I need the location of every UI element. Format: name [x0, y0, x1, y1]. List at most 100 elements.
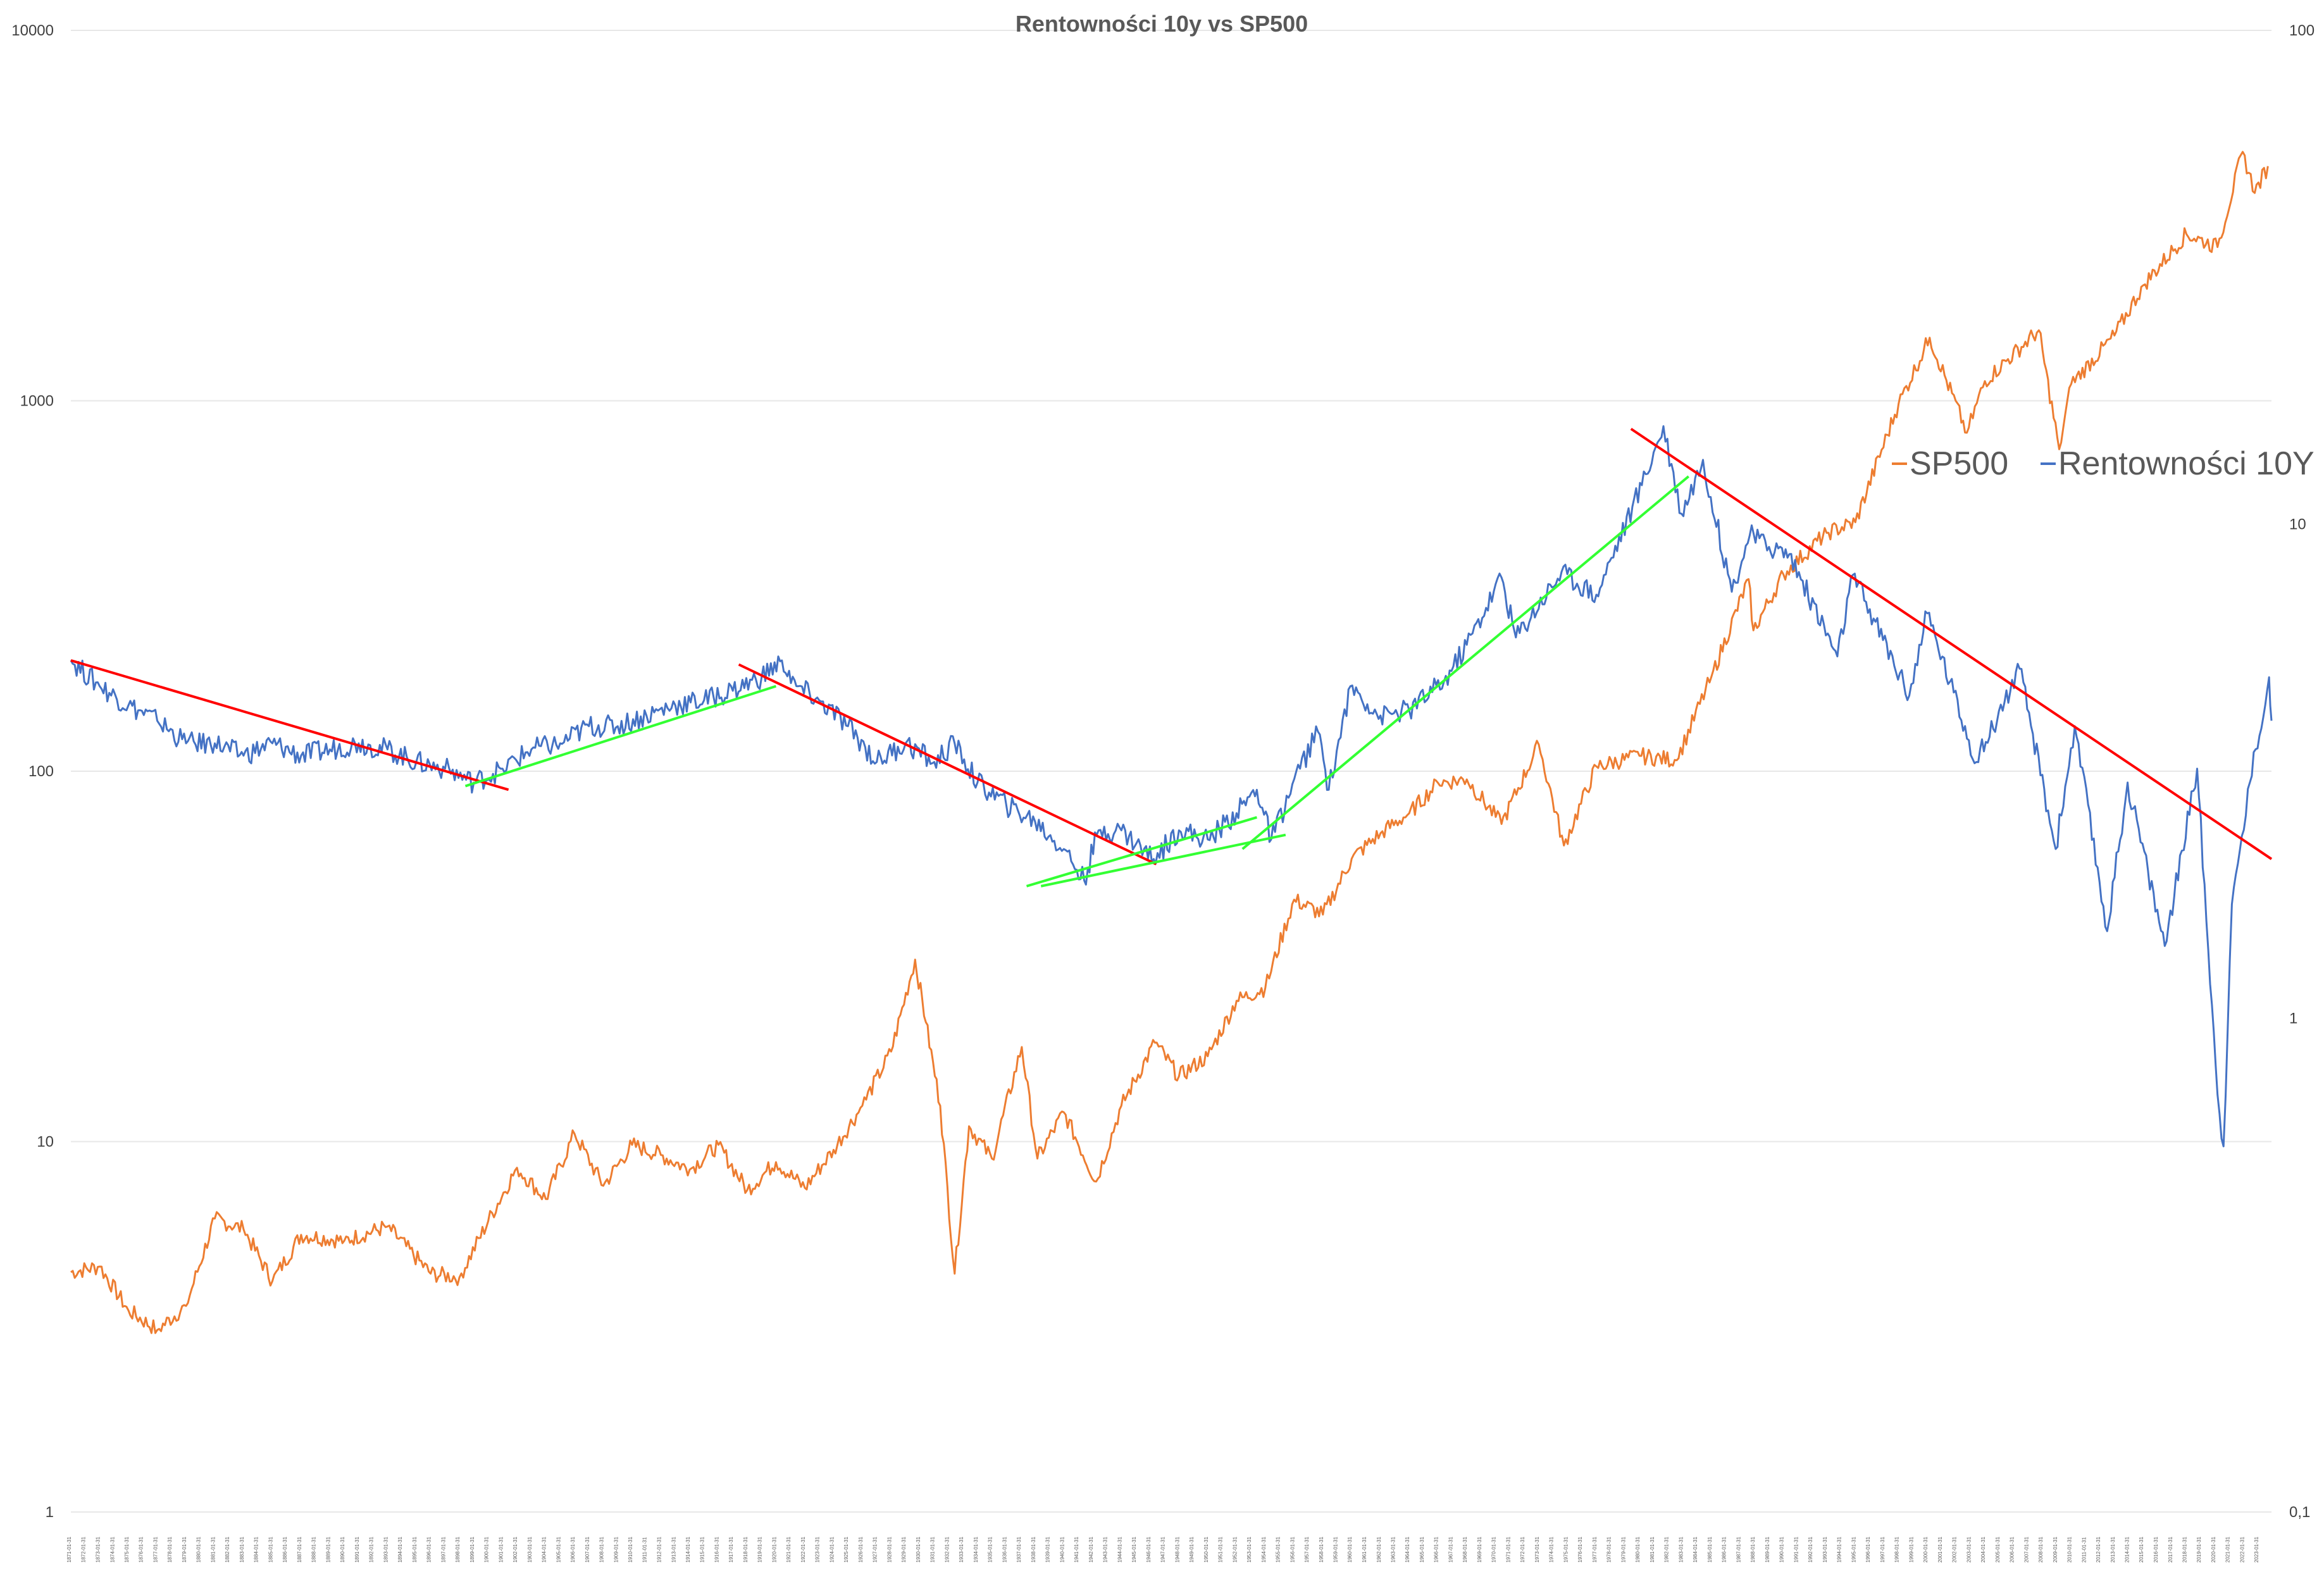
x-tick-label: 1896-01-31 — [426, 1537, 432, 1563]
x-tick-label: 1919-01-31 — [757, 1537, 763, 1563]
x-tick-label: 1963-01-31 — [1390, 1537, 1396, 1563]
x-tick-label: 1913-01-31 — [671, 1537, 676, 1563]
x-tick-label: 2007-01-31 — [2023, 1537, 2029, 1563]
x-tick-label: 1944-01-31 — [1117, 1537, 1122, 1563]
x-tick-label: 1897-01-31 — [440, 1537, 446, 1563]
x-tick-label: 1881-01-31 — [210, 1537, 216, 1563]
x-tick-label: 1910-01-31 — [628, 1537, 633, 1563]
x-tick-label: 1894-01-31 — [397, 1537, 403, 1563]
x-tick-label: 1990-01-31 — [1779, 1537, 1785, 1563]
x-tick-label: 1937-01-31 — [1016, 1537, 1022, 1563]
x-tick-label: 1953-01-31 — [1246, 1537, 1252, 1563]
x-tick-label: 1904-01-31 — [542, 1537, 547, 1563]
x-tick-label: 1915-01-31 — [700, 1537, 705, 1563]
x-tick-label: 1928-01-31 — [886, 1537, 892, 1563]
x-tick-label: 1961-01-31 — [1362, 1537, 1367, 1563]
trendline — [1630, 428, 2273, 860]
x-tick-label: 1955-01-31 — [1276, 1537, 1281, 1563]
x-tick-label: 1999-01-31 — [1908, 1537, 1914, 1563]
y-left-tick-label: 1000 — [20, 393, 54, 410]
x-tick-label: 1984-01-31 — [1693, 1537, 1698, 1563]
x-tick-label: 1936-01-31 — [1002, 1537, 1007, 1563]
x-tick-label: 1991-01-31 — [1793, 1537, 1799, 1563]
x-tick-label: 1978-01-31 — [1606, 1537, 1612, 1563]
x-tick-label: 2015-01-31 — [2139, 1537, 2144, 1563]
x-tick-label: 2019-01-31 — [2196, 1537, 2202, 1563]
x-tick-label: 1876-01-31 — [139, 1537, 144, 1563]
x-tick-label: 1952-01-31 — [1232, 1537, 1238, 1563]
x-tick-label: 1877-01-31 — [153, 1537, 159, 1563]
x-tick-label: 2000-01-31 — [1923, 1537, 1929, 1563]
y-axis-right: 0,1 1 10 100 — [2289, 22, 2315, 1521]
x-tick-label: 1898-01-31 — [455, 1537, 461, 1563]
chart-title: Rentowności 10y vs SP500 — [1016, 11, 1308, 37]
x-tick-label: 1974-01-31 — [1549, 1537, 1555, 1563]
x-tick-label: 1998-01-31 — [1894, 1537, 1900, 1563]
x-tick-label: 1926-01-31 — [858, 1537, 864, 1563]
x-tick-label: 1888-01-31 — [311, 1537, 317, 1563]
x-tick-label: 2013-01-31 — [2110, 1537, 2116, 1563]
x-tick-label: 1924-01-31 — [829, 1537, 835, 1563]
x-tick-label: 1906-01-31 — [570, 1537, 576, 1563]
x-tick-label: 2001-01-31 — [1937, 1537, 1943, 1563]
x-tick-label: 1901-01-31 — [498, 1537, 504, 1563]
x-tick-label: 2003-01-31 — [1966, 1537, 1972, 1563]
x-tick-label: 2002-01-31 — [1952, 1537, 1958, 1563]
x-tick-label: 1987-01-31 — [1736, 1537, 1741, 1563]
y-left-tick-label: 10000 — [11, 22, 54, 39]
x-tick-label: 1975-01-31 — [1563, 1537, 1569, 1563]
x-tick-label: 1948-01-31 — [1174, 1537, 1180, 1563]
x-tick-label: 2009-01-31 — [2053, 1537, 2058, 1563]
x-tick-label: 1880-01-31 — [196, 1537, 202, 1563]
y-left-tick-label: 10 — [37, 1134, 54, 1151]
x-tick-label: 1980-01-31 — [1635, 1537, 1641, 1563]
x-tick-label: 1976-01-31 — [1577, 1537, 1583, 1563]
x-tick-label: 1945-01-31 — [1131, 1537, 1137, 1563]
x-tick-label: 1872-01-31 — [81, 1537, 87, 1563]
legend-entry: Rentowności 10Y — [2058, 445, 2315, 482]
x-tick-label: 1970-01-31 — [1491, 1537, 1497, 1563]
x-tick-label: 2014-01-31 — [2125, 1537, 2130, 1563]
x-tick-label: 1932-01-31 — [944, 1537, 950, 1563]
x-tick-label: 1966-01-31 — [1434, 1537, 1439, 1563]
x-tick-label: 1893-01-31 — [383, 1537, 388, 1563]
y-left-tick-label: 1 — [46, 1504, 54, 1521]
y-left-tick-label: 100 — [28, 763, 54, 780]
x-tick-label: 2016-01-31 — [2153, 1537, 2159, 1563]
y-right-tick-label: 10 — [2289, 516, 2306, 533]
x-tick-label: 1922-01-31 — [800, 1537, 806, 1563]
x-tick-label: 1921-01-31 — [786, 1537, 792, 1563]
x-tick-label: 1977-01-31 — [1592, 1537, 1598, 1563]
x-tick-label: 1940-01-31 — [1059, 1537, 1065, 1563]
x-tick-label: 1960-01-31 — [1347, 1537, 1353, 1563]
x-tick-label: 1995-01-31 — [1851, 1537, 1856, 1563]
x-tick-label: 2012-01-31 — [2096, 1537, 2101, 1563]
x-tick-label: 1988-01-31 — [1750, 1537, 1756, 1563]
x-tick-label: 1890-01-31 — [340, 1537, 345, 1563]
x-tick-label: 1886-01-31 — [282, 1537, 288, 1563]
x-tick-label: 1968-01-31 — [1462, 1537, 1468, 1563]
x-tick-label: 1962-01-31 — [1376, 1537, 1382, 1563]
x-tick-label: 1927-01-31 — [873, 1537, 878, 1563]
x-tick-label: 1879-01-31 — [182, 1537, 187, 1563]
x-tick-label: 2004-01-31 — [1980, 1537, 1986, 1563]
series-line-sp500 — [70, 151, 2269, 1334]
x-tick-label: 1992-01-31 — [1808, 1537, 1813, 1563]
x-tick-label: 1973-01-31 — [1534, 1537, 1540, 1563]
x-tick-label: 1884-01-31 — [254, 1537, 259, 1563]
x-tick-label: 1907-01-31 — [585, 1537, 590, 1563]
x-tick-label: 2020-01-31 — [2211, 1537, 2216, 1563]
x-tick-label: 1938-01-31 — [1031, 1537, 1036, 1563]
x-tick-label: 1903-01-31 — [527, 1537, 533, 1563]
x-tick-label: 1882-01-31 — [225, 1537, 230, 1563]
x-tick-label: 1900-01-31 — [484, 1537, 490, 1563]
trendline — [1241, 475, 1690, 850]
x-tick-label: 1918-01-31 — [743, 1537, 749, 1563]
x-tick-label: 1949-01-31 — [1189, 1537, 1195, 1563]
x-tick-label: 2023-01-31 — [2254, 1537, 2259, 1563]
trendline — [1026, 816, 1257, 888]
x-tick-label: 1931-01-31 — [930, 1537, 936, 1563]
series-line-yield-10y — [70, 425, 2273, 1148]
x-tick-label: 1934-01-31 — [973, 1537, 979, 1563]
